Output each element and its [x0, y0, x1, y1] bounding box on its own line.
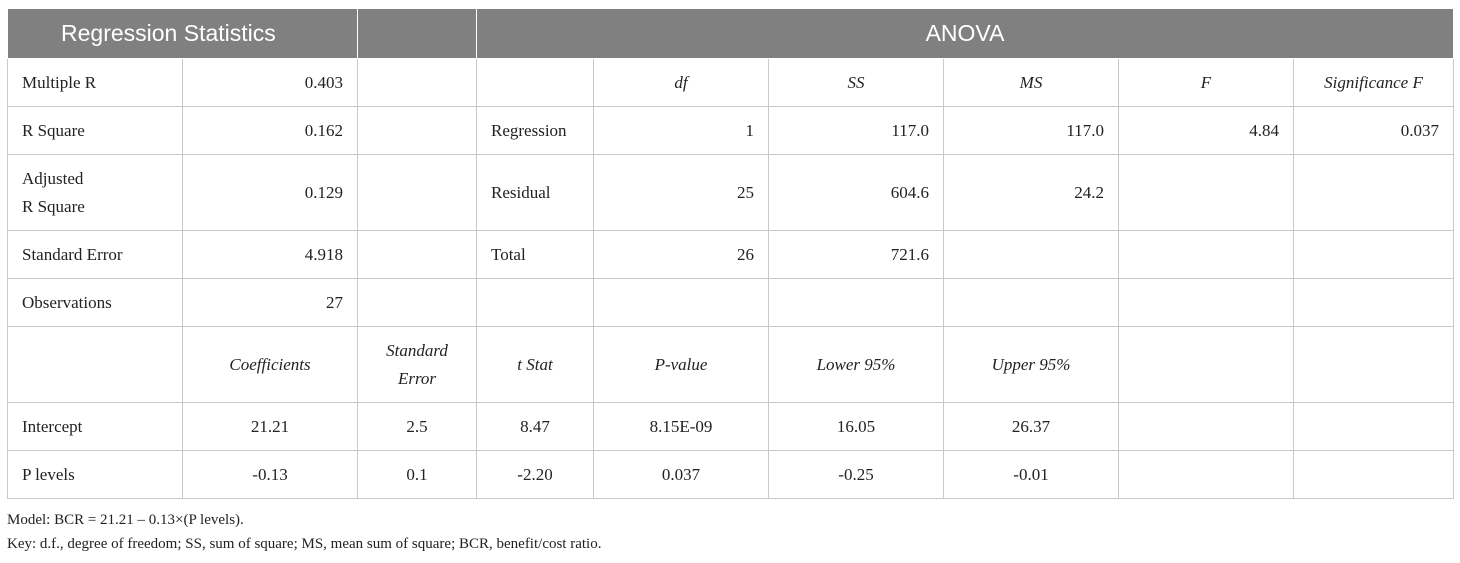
table-row: R Square 0.162 Regression 1 117.0 117.0 …: [7, 106, 1455, 155]
p-levels-se: 0.1: [357, 450, 477, 499]
residual-ms: 24.2: [943, 154, 1119, 231]
intercept-p: 8.15E-09: [593, 402, 769, 451]
empty-cell: [1292, 278, 1455, 327]
table-footnotes: Model: BCR = 21.21 – 0.13×(P levels). Ke…: [7, 508, 601, 556]
coefficients-header-row: Coefficients Standard Error t Stat P-valu…: [7, 326, 1455, 403]
empty-cell: [1118, 402, 1294, 451]
regression-df: 1: [593, 106, 769, 155]
table-row: Multiple R 0.403 df SS MS F Significance…: [7, 58, 1455, 107]
empty-cell: [1292, 326, 1455, 403]
intercept-t: 8.47: [476, 402, 594, 451]
intercept-label: Intercept: [7, 402, 183, 451]
intercept-coef: 21.21: [182, 402, 358, 451]
coef-col-upper-95: Upper 95%: [943, 326, 1119, 403]
empty-cell: [357, 106, 477, 155]
p-levels-t: -2.20: [476, 450, 594, 499]
empty-cell: [943, 230, 1119, 279]
p-levels-label: P levels: [7, 450, 183, 499]
observations-value: 27: [182, 278, 358, 327]
p-levels-upper: -0.01: [943, 450, 1119, 499]
empty-cell: [7, 326, 183, 403]
intercept-se: 2.5: [357, 402, 477, 451]
adjusted-r-square-label-line2: R Square: [22, 196, 85, 216]
empty-cell: [1118, 154, 1294, 231]
standard-error-value: 4.918: [182, 230, 358, 279]
empty-cell: [593, 278, 769, 327]
coef-col-coefficients: Coefficients: [182, 326, 358, 403]
regression-table-container: Regression Statistics ANOVA Multiple R 0…: [7, 8, 1455, 499]
regression-label: Regression: [476, 106, 594, 155]
p-levels-p: 0.037: [593, 450, 769, 499]
empty-cell: [1118, 230, 1294, 279]
empty-cell: [476, 58, 594, 107]
multiple-r-label: Multiple R: [7, 58, 183, 107]
anova-col-df: df: [593, 58, 769, 107]
empty-cell: [943, 278, 1119, 327]
table-row: Intercept 21.21 2.5 8.47 8.15E-09 16.05 …: [7, 402, 1455, 451]
table-row: P levels -0.13 0.1 -2.20 0.037 -0.25 -0.…: [7, 450, 1455, 499]
regression-statistics-header: Regression Statistics: [7, 8, 358, 59]
table-header-row: Regression Statistics ANOVA: [7, 8, 1455, 59]
empty-cell: [1292, 154, 1455, 231]
p-levels-lower: -0.25: [768, 450, 944, 499]
empty-cell: [357, 58, 477, 107]
intercept-upper: 26.37: [943, 402, 1119, 451]
r-square-label: R Square: [7, 106, 183, 155]
empty-cell: [1292, 450, 1455, 499]
adjusted-r-square-label-line1: Adjusted: [22, 168, 84, 188]
empty-cell: [1118, 278, 1294, 327]
anova-col-ss: SS: [768, 58, 944, 107]
regression-output-table: Regression Statistics ANOVA Multiple R 0…: [7, 8, 1455, 499]
residual-label: Residual: [476, 154, 594, 231]
empty-cell: [1292, 402, 1455, 451]
regression-ms: 117.0: [943, 106, 1119, 155]
anova-col-f: F: [1118, 58, 1294, 107]
regression-f: 4.84: [1118, 106, 1294, 155]
adjusted-r-square-value: 0.129: [182, 154, 358, 231]
model-footnote: Model: BCR = 21.21 – 0.13×(P levels).: [7, 512, 244, 528]
empty-cell: [357, 154, 477, 231]
coef-col-p-value: P-value: [593, 326, 769, 403]
empty-cell: [1292, 230, 1455, 279]
empty-cell: [357, 278, 477, 327]
empty-cell: [768, 278, 944, 327]
coef-col-standard-error: Standard Error: [357, 326, 477, 403]
anova-col-ms: MS: [943, 58, 1119, 107]
coef-col-standard-error-line2: Error: [397, 368, 437, 388]
multiple-r-value: 0.403: [182, 58, 358, 107]
table-row: Observations 27: [7, 278, 1455, 327]
intercept-lower: 16.05: [768, 402, 944, 451]
empty-cell: [1118, 450, 1294, 499]
empty-cell: [1118, 326, 1294, 403]
p-levels-coef: -0.13: [182, 450, 358, 499]
regression-sig-f: 0.037: [1292, 106, 1455, 155]
residual-ss: 604.6: [768, 154, 944, 231]
anova-col-sig-f: Significance F: [1292, 58, 1455, 107]
table-row: Adjusted R Square 0.129 Residual 25 604.6…: [7, 154, 1455, 231]
key-footnote: Key: d.f., degree of freedom; SS, sum of…: [7, 536, 602, 552]
total-ss: 721.6: [768, 230, 944, 279]
residual-df: 25: [593, 154, 769, 231]
r-square-value: 0.162: [182, 106, 358, 155]
total-df: 26: [593, 230, 769, 279]
adjusted-r-square-label: Adjusted R Square: [7, 154, 183, 231]
header-spacer-cell: [357, 8, 477, 59]
coef-col-standard-error-line1: Standard: [386, 340, 448, 360]
observations-label: Observations: [7, 278, 183, 327]
empty-cell: [357, 230, 477, 279]
standard-error-label: Standard Error: [7, 230, 183, 279]
total-label: Total: [476, 230, 594, 279]
anova-header: ANOVA: [475, 8, 1455, 59]
regression-ss: 117.0: [768, 106, 944, 155]
table-row: Standard Error 4.918 Total 26 721.6: [7, 230, 1455, 279]
coef-col-t-stat: t Stat: [476, 326, 594, 403]
empty-cell: [476, 278, 594, 327]
coef-col-lower-95: Lower 95%: [768, 326, 944, 403]
